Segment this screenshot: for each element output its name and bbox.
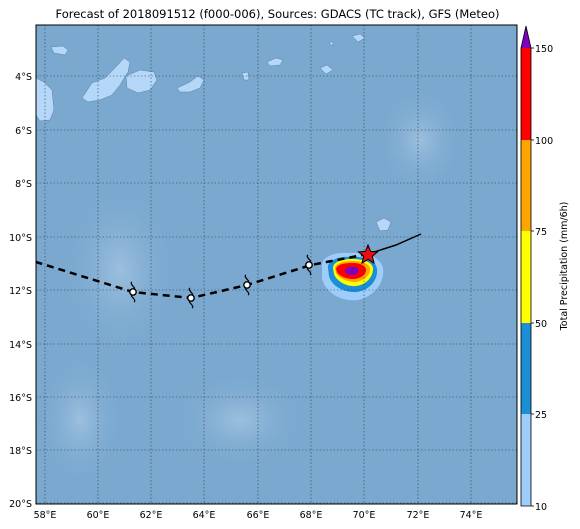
lon-tick-label: 70°E [353, 510, 376, 521]
haze-area [35, 350, 125, 490]
lon-tick-label: 72°E [407, 510, 430, 521]
cyclone-symbol [187, 287, 195, 309]
haze-area [170, 370, 310, 470]
lon-tick-label: 74°E [460, 510, 483, 521]
lon-tick-label: 58°E [34, 510, 57, 521]
island [329, 41, 334, 46]
forecast-track-line [35, 252, 369, 300]
lon-tick-label: 62°E [140, 510, 163, 521]
island [319, 64, 334, 75]
cyclone-symbol [305, 254, 313, 276]
island [81, 57, 131, 103]
island [375, 217, 392, 232]
lat-tick-label: 6°S [15, 126, 32, 137]
lon-tick-label: 60°E [87, 510, 110, 521]
lat-tick-label: 8°S [15, 179, 32, 190]
lat-tick-label: 12°S [9, 286, 32, 297]
observed-track-line [367, 233, 422, 255]
colorbar-tick-label: 75 [535, 227, 547, 238]
colorbar-tick-label: 50 [535, 319, 547, 330]
lon-tick-label: 64°E [193, 510, 216, 521]
colorbar-tick-label: 150 [535, 44, 553, 55]
island [351, 33, 366, 43]
lat-tick-label: 4°S [15, 72, 32, 83]
colorbar-tick-label: 10 [535, 502, 547, 513]
map-title: Forecast of 2018091512 (f000-006), Sourc… [55, 7, 500, 21]
lat-tick-label: 16°S [9, 393, 32, 404]
island [266, 57, 284, 67]
haze-area [60, 180, 180, 360]
lat-tick-label: 10°S [9, 233, 32, 244]
colorbar-extend-arrow [521, 26, 531, 48]
island [176, 75, 205, 93]
lat-tick-label: 20°S [9, 499, 32, 510]
colorbar-segment [521, 323, 531, 414]
lon-tick-label: 68°E [300, 510, 323, 521]
cyclone-symbol [129, 281, 137, 303]
lon-tick-label: 66°E [247, 510, 270, 521]
current-position-star-icon [357, 243, 379, 265]
map-panel[interactable] [35, 24, 518, 505]
lat-tick-label: 18°S [9, 446, 32, 457]
colorbar-segment [521, 231, 531, 323]
colorbar-tick-label: 100 [535, 136, 553, 147]
colorbar-tick-label: 25 [535, 410, 547, 421]
island [50, 45, 69, 56]
colorbar-segment [521, 140, 531, 231]
precipitation-area [321, 252, 384, 301]
colorbar-title: Total Precipitation (mm/6h) [559, 202, 570, 332]
island [241, 71, 250, 81]
colorbar-segment [521, 414, 531, 506]
cyclone-symbol [243, 274, 251, 296]
haze-area [375, 85, 465, 195]
colorbar: 10 25 50 75 100 150 Total Precipitation … [520, 25, 570, 513]
lat-tick-label: 14°S [9, 340, 32, 351]
map-frame [35, 24, 518, 505]
colorbar-frame [520, 25, 532, 507]
colorbar-segment [521, 48, 531, 140]
